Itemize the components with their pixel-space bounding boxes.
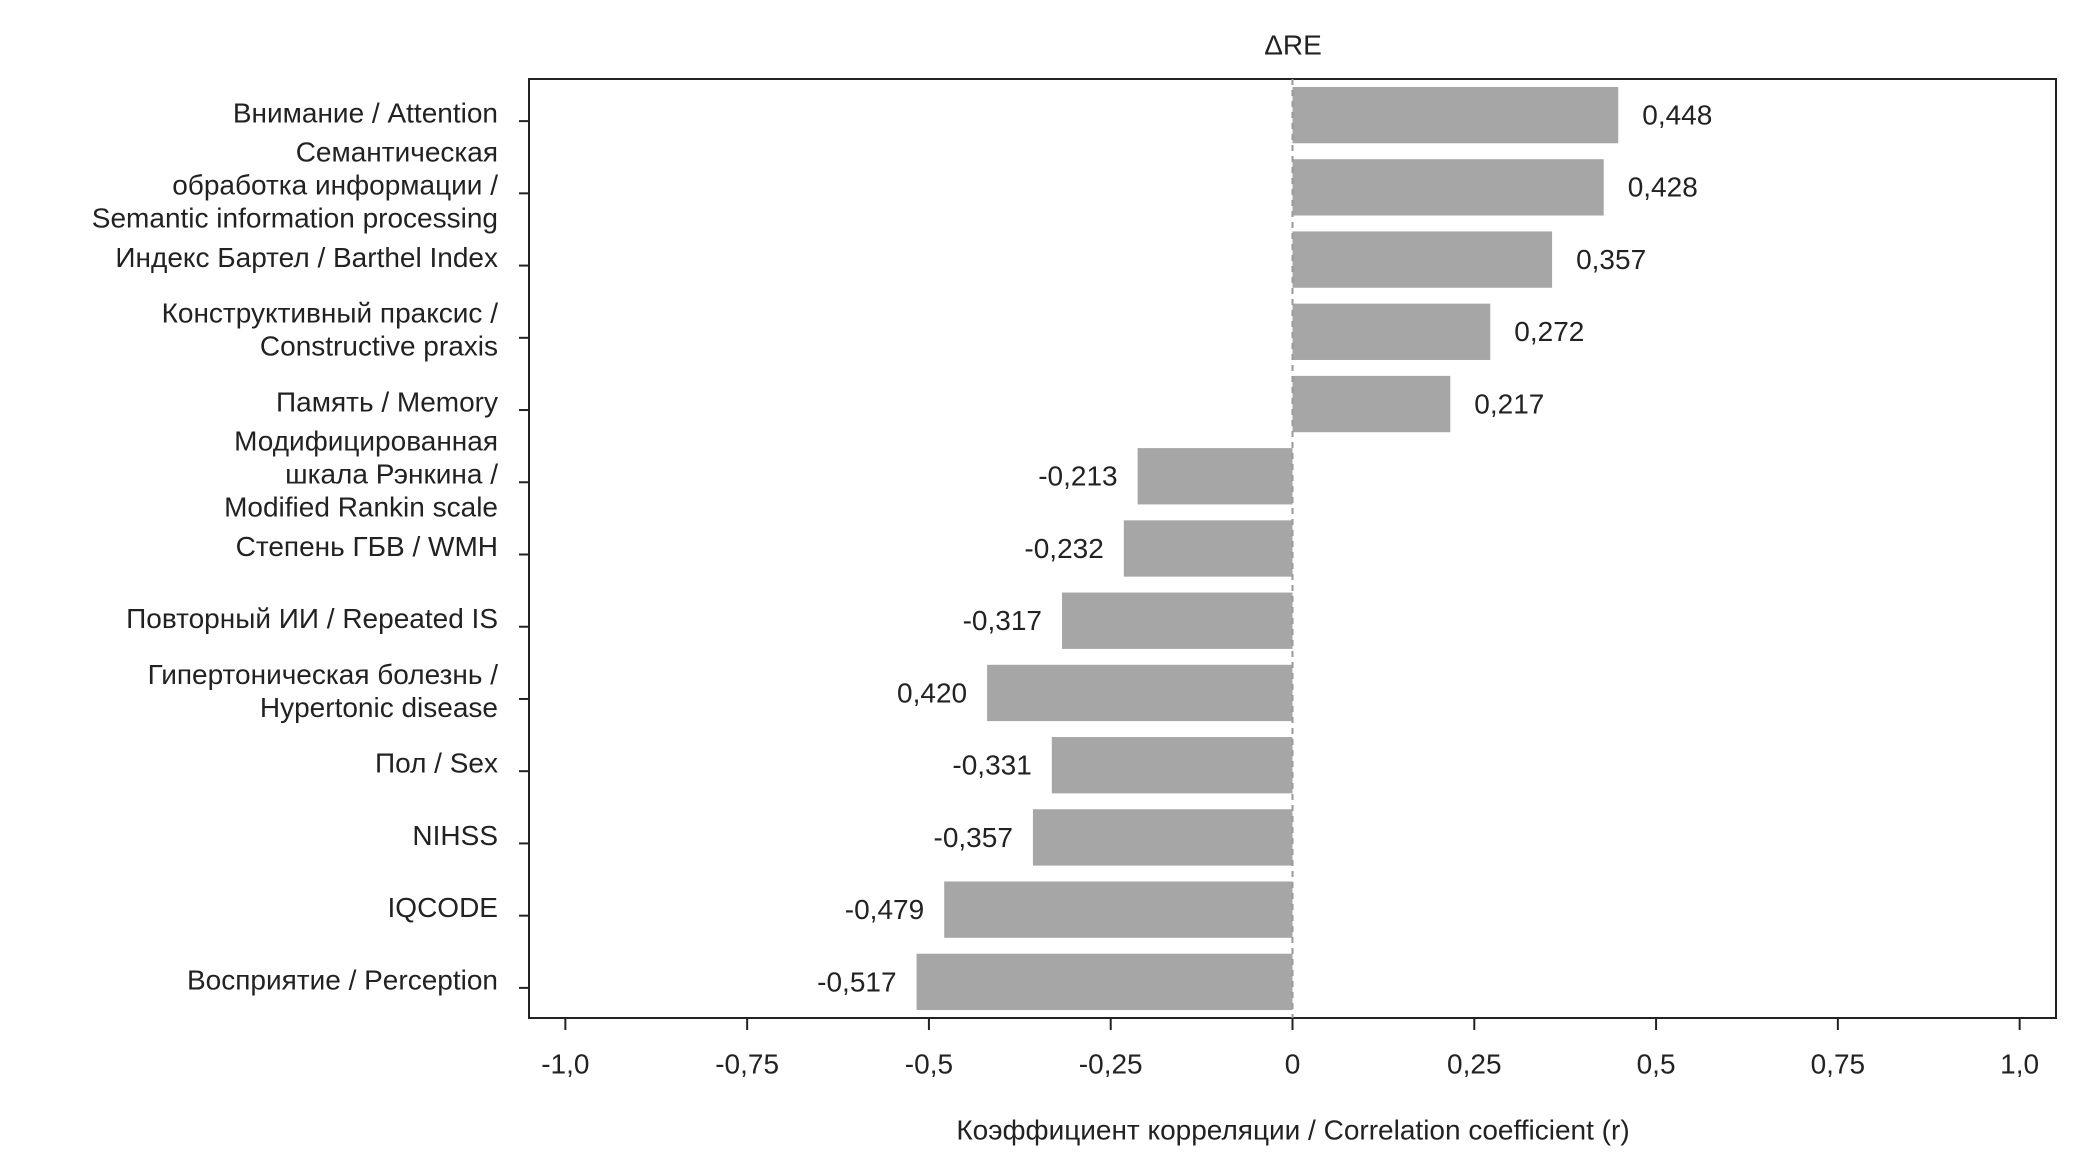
y-tick-label: IQCODE [388, 892, 498, 923]
value-label: 0,420 [897, 677, 967, 708]
x-tick-label: -0,25 [1079, 1048, 1143, 1079]
y-tick-label: NIHSS [412, 820, 498, 851]
x-axis-label: Коэффициент корреляции / Correlation coe… [956, 1114, 1629, 1145]
x-tick-label: 0,5 [1637, 1048, 1676, 1079]
x-tick-label: 0,75 [1811, 1048, 1866, 1079]
x-tick-label: -0,5 [905, 1048, 953, 1079]
y-tick-label: Modified Rankin scale [224, 492, 498, 523]
y-tick-label: Степень ГБВ / WMH [236, 531, 498, 562]
bar [1292, 375, 1451, 433]
y-tick-label: Восприятие / Perception [187, 964, 498, 995]
y-tick-label: Конструктивный праксис / [162, 298, 499, 329]
x-tick-label: -0,75 [715, 1048, 779, 1079]
bar [1292, 159, 1604, 216]
bar [1292, 86, 1619, 144]
y-tick-label: Индекс Бартел / Barthel Index [115, 242, 498, 273]
y-tick-label: Внимание / Attention [233, 98, 498, 129]
y-tick-label: Semantic information processing [92, 203, 498, 234]
bar [944, 881, 1293, 938]
value-label: -0,331 [952, 750, 1031, 781]
bar [1292, 231, 1553, 288]
value-label: -0,357 [934, 822, 1013, 853]
y-tick-label: Семантическая [296, 137, 498, 168]
y-tick-label: Hypertonic disease [260, 692, 498, 723]
bar [1292, 303, 1491, 360]
x-tick-label: 0 [1285, 1048, 1301, 1079]
value-label: 0,428 [1628, 172, 1698, 203]
y-tick-label: Память / Memory [276, 386, 498, 417]
value-label: 0,357 [1576, 244, 1646, 275]
bar [1032, 809, 1293, 866]
y-tick-label: обработка информации / [172, 170, 498, 201]
value-label: -0,213 [1038, 461, 1117, 492]
x-tick-label: 1,0 [2000, 1048, 2039, 1079]
value-label: 0,272 [1514, 316, 1584, 347]
y-tick-label: шкала Рэнкина / [285, 459, 498, 490]
x-tick-label: 0,25 [1447, 1048, 1502, 1079]
y-tick-label: Модифицированная [234, 426, 498, 457]
value-label: 0,217 [1474, 388, 1544, 419]
y-tick-label: Гипертоническая болезнь / [148, 659, 499, 690]
value-label: -0,317 [963, 605, 1042, 636]
bar [1051, 737, 1293, 794]
value-label: -0,517 [817, 966, 896, 997]
bar [916, 953, 1293, 1011]
bar [1123, 520, 1293, 577]
value-label: 0,448 [1642, 100, 1712, 131]
chart-title: ΔRE [1264, 29, 1322, 60]
bar [987, 664, 1293, 722]
y-tick-label: Constructive praxis [260, 331, 498, 362]
value-label: -0,479 [845, 894, 924, 925]
bar [1061, 592, 1293, 649]
bar [1137, 448, 1293, 505]
y-tick-label: Пол / Sex [375, 748, 498, 779]
value-label: -0,232 [1024, 533, 1103, 564]
x-tick-label: -1,0 [541, 1048, 589, 1079]
y-tick-label: Повторный ИИ / Repeated IS [126, 603, 498, 634]
